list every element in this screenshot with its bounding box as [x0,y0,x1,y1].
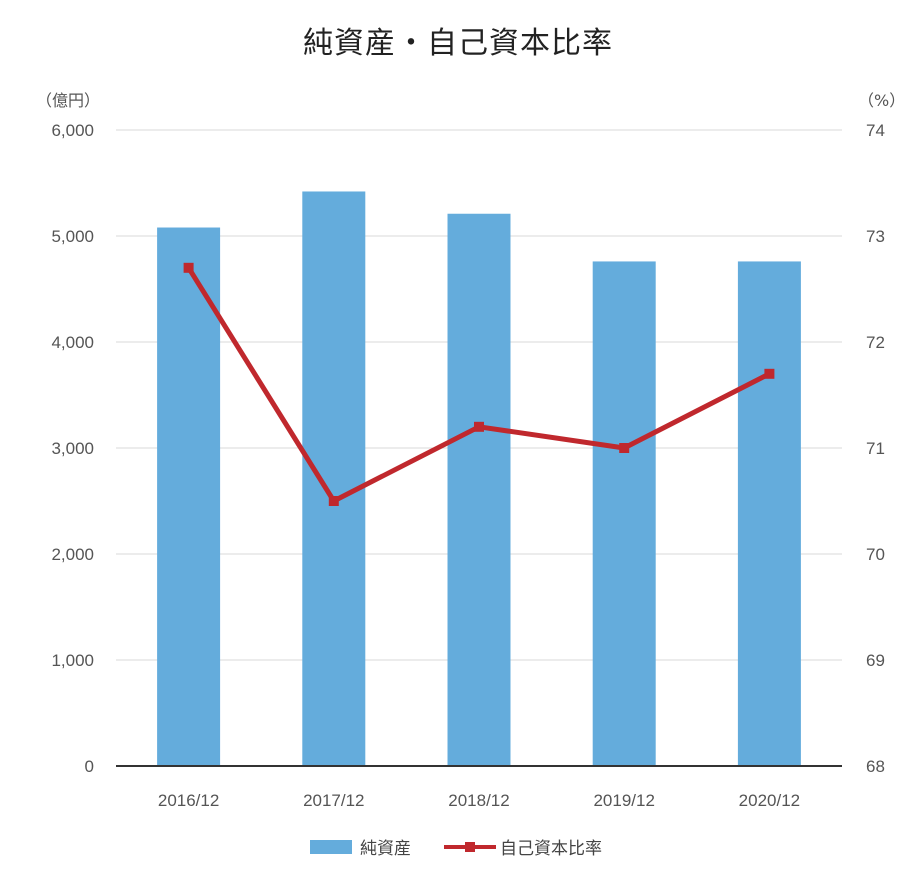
y-right-tick-label: 74 [866,121,885,140]
x-tick-label: 2017/12 [303,791,364,810]
y-left-tick-label: 0 [85,757,94,776]
x-tick-label: 2020/12 [739,791,800,810]
bar [302,191,366,767]
y-right-tick-label: 68 [866,757,885,776]
y-left-unit-label: （億円） [36,91,100,110]
line-marker [619,443,630,453]
line-series [183,262,775,506]
y-left-tick-label: 2,000 [51,545,94,564]
y-left-tick-label: 1,000 [51,651,94,670]
y-left-tick-label: 6,000 [51,121,94,140]
y-right-tick-label: 71 [866,439,885,458]
legend-swatch-bar [310,840,352,854]
line-marker [328,496,339,506]
legend-swatch-marker [465,842,475,852]
y-right-tick-label: 70 [866,545,885,564]
legend-label-bar: 純資産 [360,839,411,859]
x-tick-label: 2019/12 [593,791,654,810]
line-marker [183,262,194,273]
y-right-tick-label: 73 [866,227,885,246]
y-left-tick-label: 5,000 [51,227,94,246]
axes: 0 1,000 2,000 3,000 4,000 5,000 6,000 68 69 70 71 7… [36,91,905,810]
y-left-tick-label: 4,000 [51,333,94,352]
bar [737,261,801,766]
bar [447,213,511,767]
y-right-tick-label: 69 [866,651,885,670]
y-right-unit-label: （%） [858,91,905,110]
x-tick-label: 2018/12 [448,791,509,810]
y-right-tick-label: 72 [866,333,885,352]
chart-title: 純資産・自己資本比率 [303,26,613,61]
x-tick-label: 2016/12 [158,791,219,810]
line-marker [474,421,484,432]
bar [592,261,656,766]
bar [157,227,221,766]
bar-series [157,191,801,767]
legend-label-line: 自己資本比率 [500,839,602,859]
line-marker [764,368,775,379]
legend: 純資産 自己資本比率 [310,839,602,859]
y-left-tick-label: 3,000 [51,439,94,458]
